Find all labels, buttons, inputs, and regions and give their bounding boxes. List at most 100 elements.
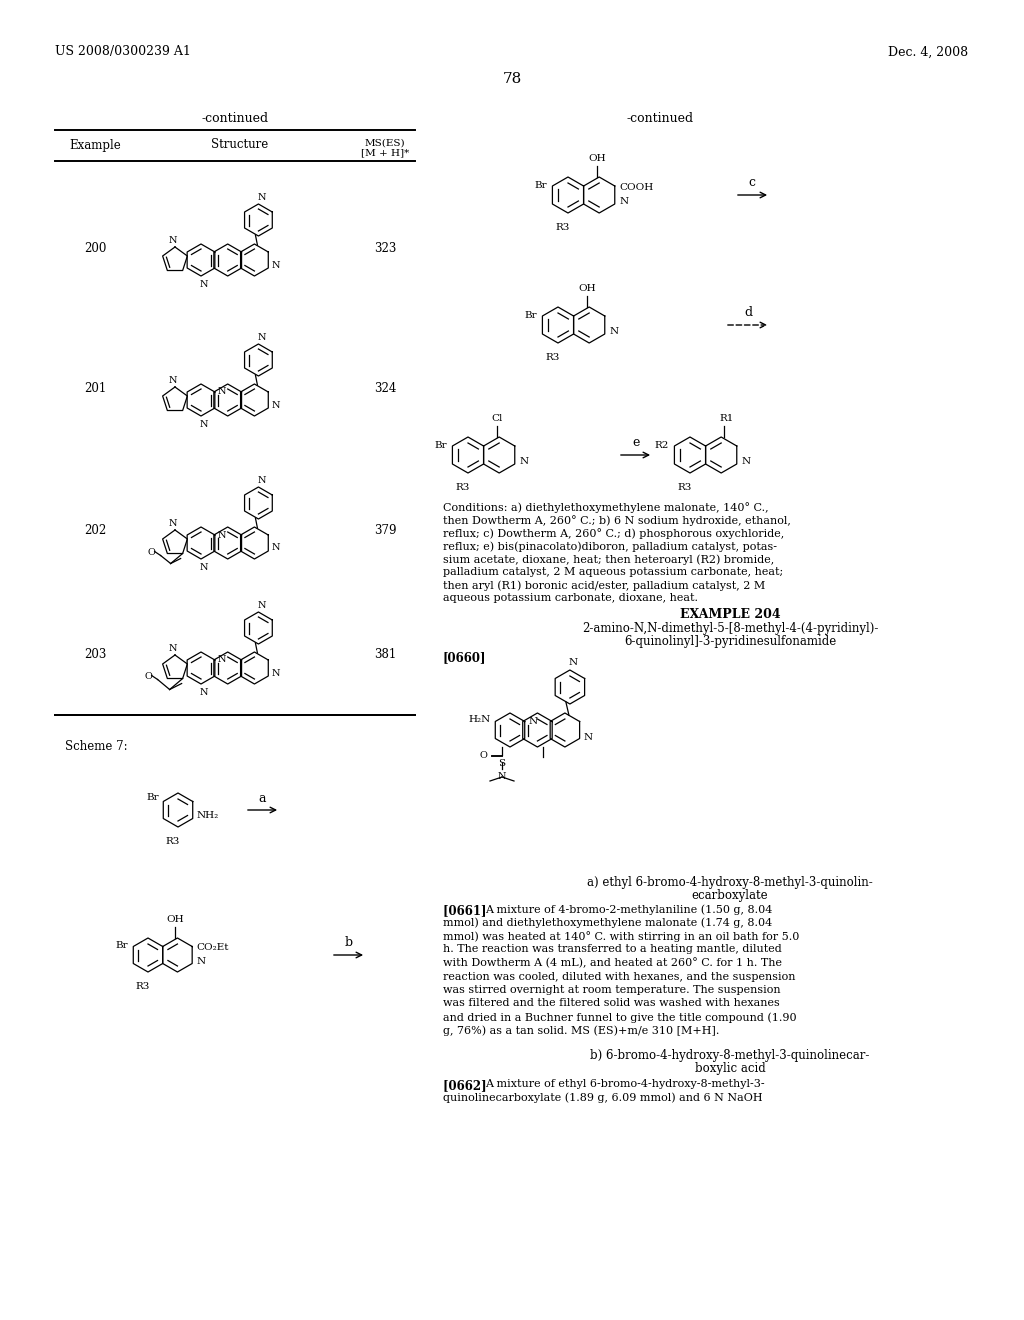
Text: R3: R3: [546, 352, 560, 362]
Text: c: c: [749, 177, 756, 190]
Text: quinolinecarboxylate (1.89 g, 6.09 mmol) and 6 N NaOH: quinolinecarboxylate (1.89 g, 6.09 mmol)…: [443, 1093, 763, 1104]
Text: mmol) and diethylethoxymethylene malonate (1.74 g, 8.04: mmol) and diethylethoxymethylene malonat…: [443, 917, 772, 928]
Text: Br: Br: [116, 940, 128, 949]
Text: Dec. 4, 2008: Dec. 4, 2008: [888, 45, 968, 58]
Text: O: O: [479, 751, 487, 760]
Text: 203: 203: [84, 648, 106, 661]
Text: N: N: [200, 280, 208, 289]
Text: COOH: COOH: [620, 182, 653, 191]
Text: with Dowtherm A (4 mL), and heated at 260° C. for 1 h. The: with Dowtherm A (4 mL), and heated at 26…: [443, 958, 782, 969]
Text: reflux; e) bis(pinacolato)diboron, palladium catalyst, potas-: reflux; e) bis(pinacolato)diboron, palla…: [443, 541, 777, 552]
Text: CO₂Et: CO₂Et: [197, 942, 229, 952]
Text: N: N: [271, 260, 280, 269]
Text: aqueous potassium carbonate, dioxane, heat.: aqueous potassium carbonate, dioxane, he…: [443, 593, 698, 603]
Text: -continued: -continued: [202, 111, 268, 124]
Text: [M + H]*: [M + H]*: [360, 149, 410, 157]
Text: 200: 200: [84, 242, 106, 255]
Text: 78: 78: [503, 73, 521, 86]
Text: N: N: [200, 688, 208, 697]
Text: N: N: [257, 193, 265, 202]
Text: R3: R3: [678, 483, 692, 492]
Text: R2: R2: [654, 441, 669, 450]
Text: N: N: [169, 519, 177, 528]
Text: Br: Br: [146, 793, 159, 803]
Text: [0661]: [0661]: [443, 904, 503, 917]
Text: N: N: [200, 420, 208, 429]
Text: reflux; c) Dowtherm A, 260° C.; d) phosphorous oxychloride,: reflux; c) Dowtherm A, 260° C.; d) phosp…: [443, 528, 784, 539]
Text: b) 6-bromo-4-hydroxy-8-methyl-3-quinolinecar-: b) 6-bromo-4-hydroxy-8-methyl-3-quinolin…: [590, 1049, 869, 1063]
Text: OH: OH: [167, 915, 184, 924]
Text: Br: Br: [535, 181, 547, 190]
Text: OH: OH: [579, 284, 596, 293]
Text: 379: 379: [374, 524, 396, 536]
Text: R3: R3: [456, 483, 470, 492]
Text: Structure: Structure: [211, 139, 268, 152]
Text: b: b: [345, 936, 353, 949]
Text: N: N: [609, 327, 618, 337]
Text: a: a: [258, 792, 266, 804]
Text: h. The reaction was transferred to a heating mantle, diluted: h. The reaction was transferred to a hea…: [443, 945, 781, 954]
Text: EXAMPLE 204: EXAMPLE 204: [680, 609, 780, 620]
Text: 6-quinolinyl]-3-pyridinesulfonamide: 6-quinolinyl]-3-pyridinesulfonamide: [624, 635, 837, 648]
Text: N: N: [218, 531, 226, 540]
Text: was stirred overnight at room temperature. The suspension: was stirred overnight at room temperatur…: [443, 985, 780, 995]
Text: Example: Example: [70, 139, 121, 152]
Text: R3: R3: [136, 982, 151, 991]
Text: N: N: [620, 198, 629, 206]
Text: boxylic acid: boxylic acid: [694, 1063, 765, 1074]
Text: N: N: [271, 668, 280, 677]
Text: [0660]: [0660]: [443, 651, 486, 664]
Text: N: N: [529, 718, 539, 726]
Text: N: N: [519, 458, 528, 466]
Text: N: N: [584, 733, 593, 742]
Text: was filtered and the filtered solid was washed with hexanes: was filtered and the filtered solid was …: [443, 998, 779, 1008]
Text: N: N: [200, 564, 208, 572]
Text: 2-amino-N,N-dimethyl-5-[8-methyl-4-(4-pyridinyl)-: 2-amino-N,N-dimethyl-5-[8-methyl-4-(4-py…: [582, 622, 879, 635]
Text: 201: 201: [84, 381, 106, 395]
Text: R3: R3: [166, 837, 180, 846]
Text: N: N: [741, 458, 751, 466]
Text: mmol) was heated at 140° C. with stirring in an oil bath for 5.0: mmol) was heated at 140° C. with stirrin…: [443, 931, 800, 942]
Text: ecarboxylate: ecarboxylate: [691, 888, 768, 902]
Text: reaction was cooled, diluted with hexanes, and the suspension: reaction was cooled, diluted with hexane…: [443, 972, 796, 982]
Text: 324: 324: [374, 381, 396, 395]
Text: a) ethyl 6-bromo-4-hydroxy-8-methyl-3-quinolin-: a) ethyl 6-bromo-4-hydroxy-8-methyl-3-qu…: [587, 876, 872, 888]
Text: e: e: [632, 437, 640, 450]
Text: N: N: [257, 477, 265, 484]
Text: palladium catalyst, 2 M aqueous potassium carbonate, heat;: palladium catalyst, 2 M aqueous potassiu…: [443, 568, 783, 577]
Text: N: N: [257, 601, 265, 610]
Text: 381: 381: [374, 648, 396, 661]
Text: then aryl (R1) boronic acid/ester, palladium catalyst, 2 M: then aryl (R1) boronic acid/ester, palla…: [443, 579, 765, 590]
Text: and dried in a Buchner funnel to give the title compound (1.90: and dried in a Buchner funnel to give th…: [443, 1012, 797, 1023]
Text: N: N: [257, 333, 265, 342]
Text: 202: 202: [84, 524, 106, 536]
Text: N: N: [498, 772, 506, 781]
Text: N: N: [271, 400, 280, 409]
Text: N: N: [169, 376, 177, 385]
Text: N: N: [169, 236, 177, 246]
Text: N: N: [271, 544, 280, 553]
Text: N: N: [218, 388, 226, 396]
Text: US 2008/0300239 A1: US 2008/0300239 A1: [55, 45, 190, 58]
Text: R1: R1: [719, 414, 733, 422]
Text: N: N: [197, 957, 206, 966]
Text: NH₂: NH₂: [197, 810, 219, 820]
Text: N: N: [568, 657, 578, 667]
Text: N: N: [169, 644, 177, 653]
Text: R3: R3: [556, 223, 570, 232]
Text: Cl: Cl: [492, 414, 503, 422]
Text: H₂N: H₂N: [469, 715, 490, 725]
Text: MS(ES): MS(ES): [365, 139, 406, 148]
Text: A mixture of ethyl 6-bromo-4-hydroxy-8-methyl-3-: A mixture of ethyl 6-bromo-4-hydroxy-8-m…: [485, 1078, 765, 1089]
Text: then Dowtherm A, 260° C.; b) 6 N sodium hydroxide, ethanol,: then Dowtherm A, 260° C.; b) 6 N sodium …: [443, 515, 791, 525]
Text: O: O: [144, 672, 153, 681]
Text: N: N: [218, 656, 226, 664]
Text: OH: OH: [589, 154, 606, 162]
Text: Br: Br: [434, 441, 447, 450]
Text: Scheme 7:: Scheme 7:: [65, 741, 128, 754]
Text: Br: Br: [524, 310, 537, 319]
Text: A mixture of 4-bromo-2-methylaniline (1.50 g, 8.04: A mixture of 4-bromo-2-methylaniline (1.…: [485, 904, 772, 915]
Text: d: d: [744, 306, 752, 319]
Text: sium acetate, dioxane, heat; then heteroaryl (R2) bromide,: sium acetate, dioxane, heat; then hetero…: [443, 554, 774, 565]
Text: [0662]: [0662]: [443, 1078, 503, 1092]
